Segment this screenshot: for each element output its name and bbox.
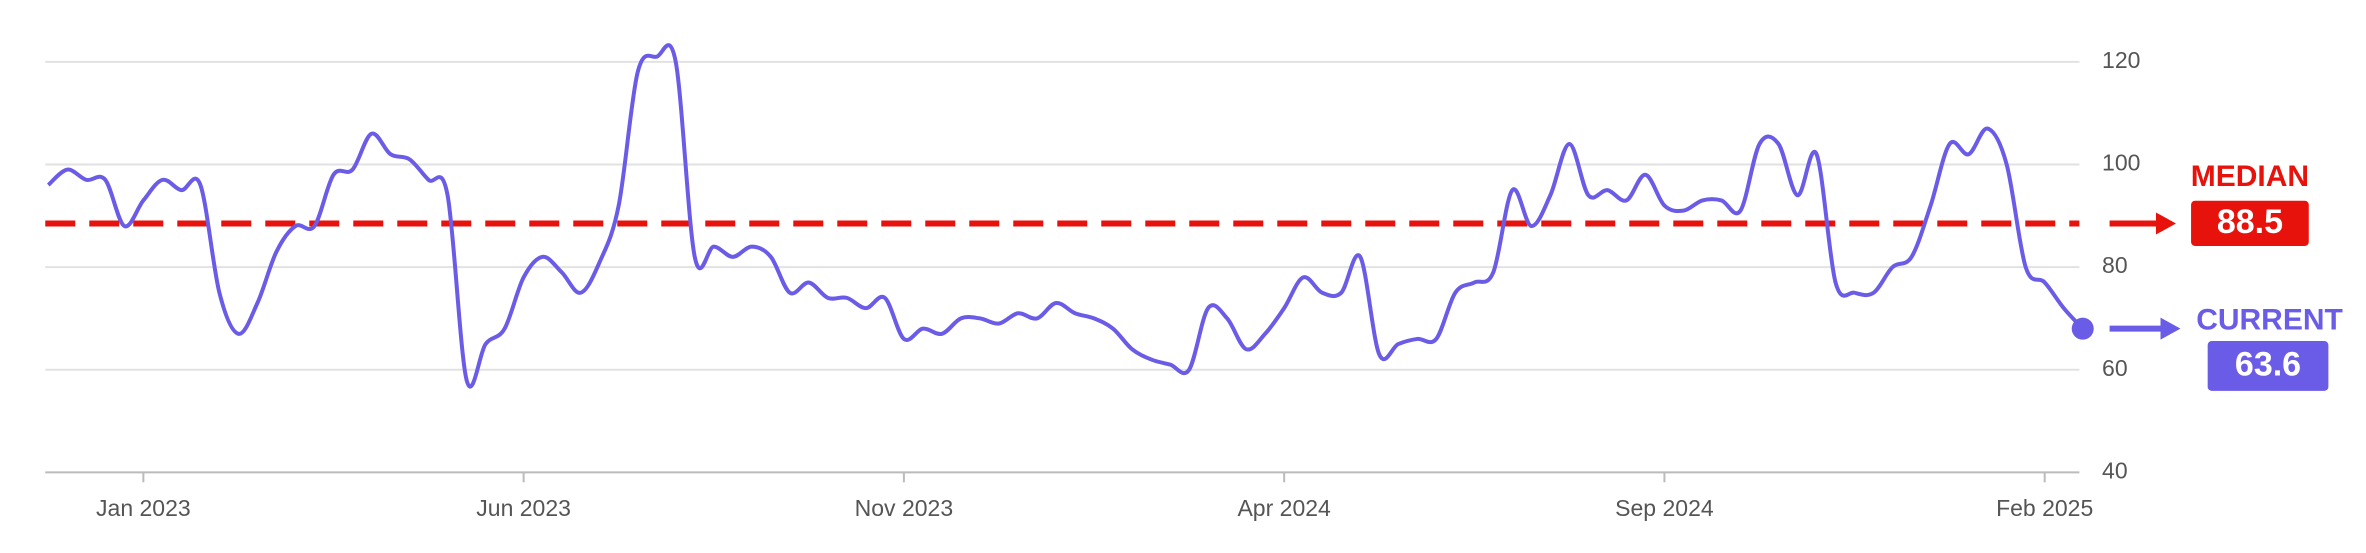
current-arrow-head [2160,317,2181,340]
current-box [2207,341,2329,391]
y-tick-label: 100 [2102,150,2140,176]
x-tick-label: Apr 2024 [1237,495,1331,521]
median-arrow-head [2155,212,2176,235]
x-tick-label: Sep 2024 [1615,495,1714,521]
x-tick-label: Jun 2023 [476,495,571,521]
y-tick-label: 40 [2102,457,2128,483]
y-tick-label: 120 [2102,47,2140,73]
series-line [46,43,2085,389]
current-dot [2071,317,2094,340]
current-value: 63.6 [2235,346,2301,384]
median-box [2191,200,2309,246]
median-label: MEDIAN [2191,160,2309,193]
y-tick-label: 60 [2102,355,2128,381]
x-tick-label: Nov 2023 [855,495,953,521]
x-tick-label: Feb 2025 [1996,495,2093,521]
y-tick-label: 80 [2102,252,2128,278]
current-label: CURRENT [2196,303,2343,336]
median-value: 88.5 [2217,203,2283,241]
x-tick-label: Jan 2023 [96,495,191,521]
